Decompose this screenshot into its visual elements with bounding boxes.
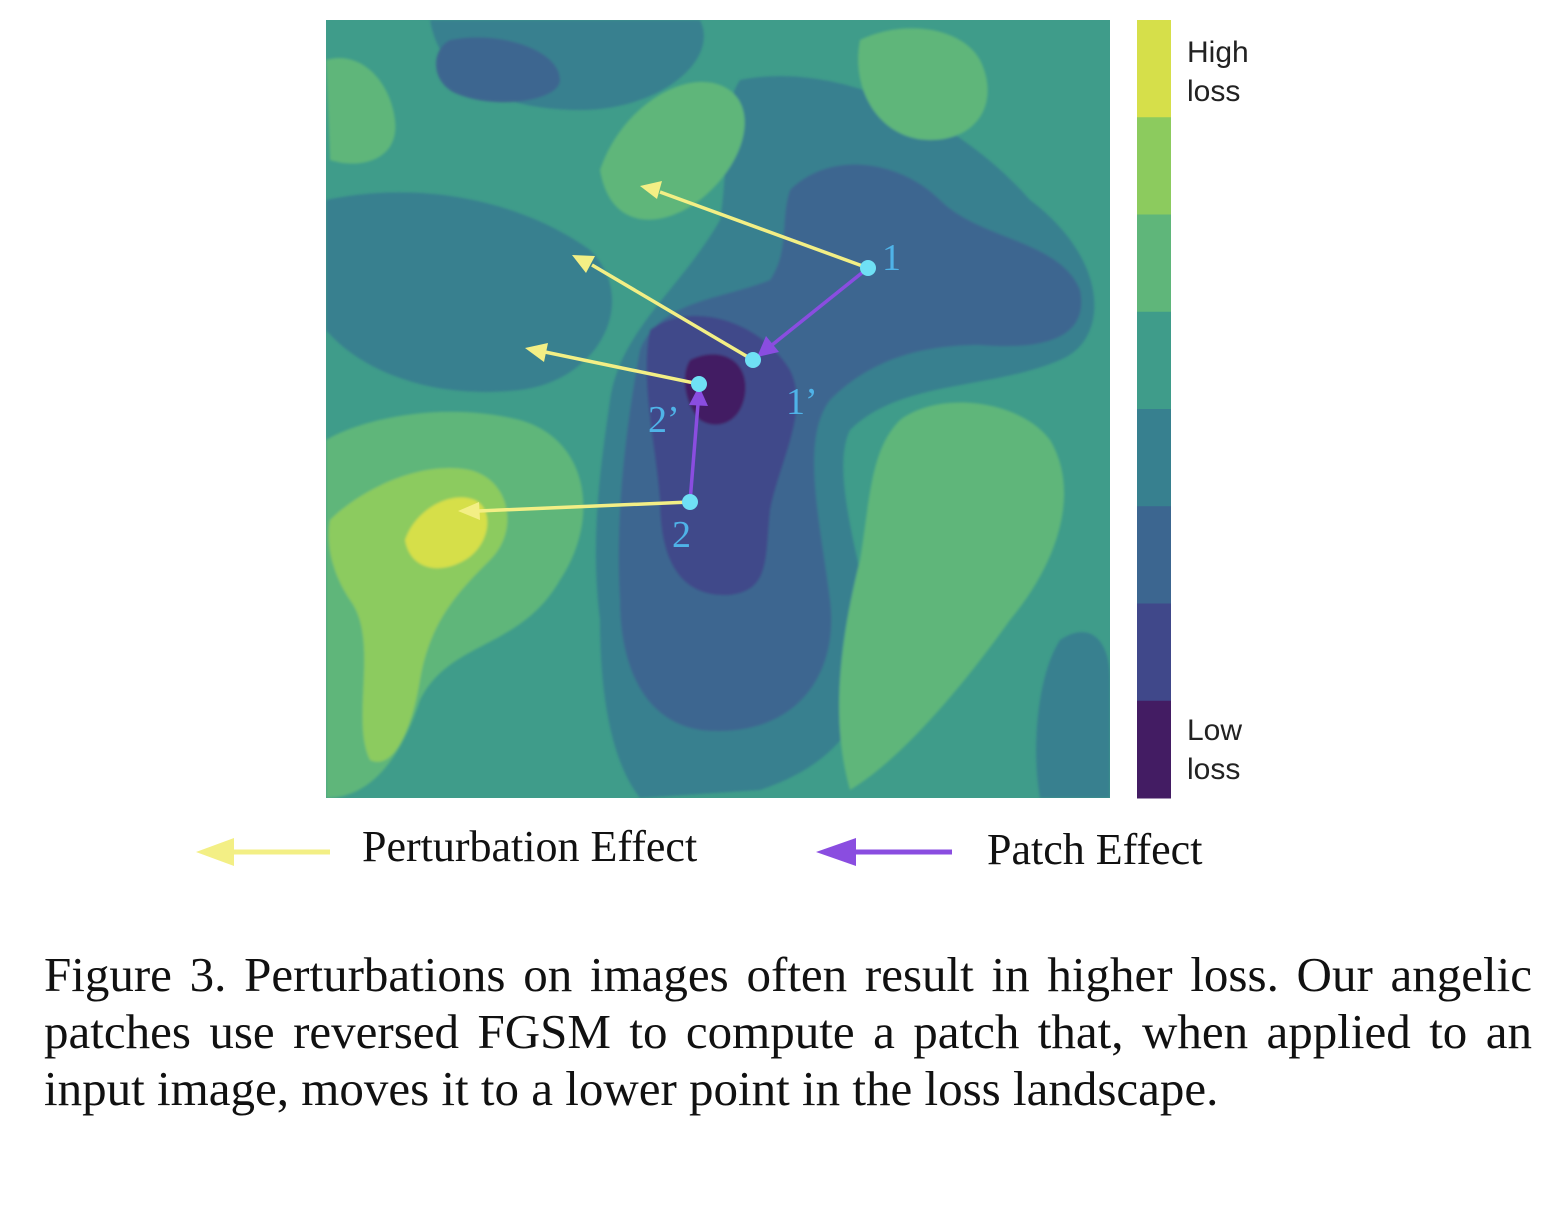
colorbar-segment-3 [1137, 214, 1171, 313]
patch-arrow-1-head [757, 336, 779, 357]
colorbar-low-label-line2: loss [1187, 753, 1240, 786]
perturbation-arrow-1-head [640, 181, 662, 199]
point-2-label: 2 [672, 514, 691, 556]
colorbar-low-label-line1: Low [1187, 714, 1242, 747]
perturbation-arrow-1p [591, 263, 754, 362]
patch-arrow-2-head [689, 386, 708, 406]
point-2-prime-label: 2’ [648, 399, 680, 441]
perturbation-arrow-1p-head [572, 255, 595, 273]
perturbation-arrows [458, 181, 869, 520]
colorbar-segment-6 [1137, 506, 1171, 604]
legend: Perturbation Effect Patch Effect [196, 822, 1202, 874]
point-1 [860, 260, 876, 276]
legend-patch-swatch-head [816, 838, 856, 866]
patch-arrow-1 [770, 266, 870, 347]
perturbation-arrow-2p-head [525, 343, 548, 362]
perturbation-arrow-2 [477, 500, 691, 513]
perturbation-arrow-2-head [458, 502, 480, 520]
point-2 [682, 494, 698, 510]
legend-patch-label: Patch Effect [987, 825, 1202, 874]
point-1-prime [745, 352, 761, 368]
patch-arrow-2 [688, 403, 700, 503]
colorbar [1137, 20, 1171, 799]
loss-points [682, 260, 876, 510]
colorbar-segment-4 [1137, 311, 1171, 410]
perturbation-arrow-2p [544, 350, 700, 386]
point-2-prime [691, 376, 707, 392]
colorbar-segment-7 [1137, 603, 1171, 702]
point-1-label: 1 [882, 237, 901, 279]
colorbar-high-label-line1: High [1187, 36, 1249, 69]
loss-contour-map [326, 20, 1110, 798]
colorbar-segment-1 [1137, 20, 1171, 118]
perturbation-arrow-1 [659, 190, 869, 270]
legend-perturbation-label: Perturbation Effect [362, 822, 697, 871]
figure-caption: Figure 3. Perturbations on images often … [44, 947, 1532, 1116]
point-1-prime-label: 1’ [786, 381, 818, 423]
colorbar-segment-5 [1137, 409, 1171, 507]
patch-arrows [688, 266, 870, 503]
legend-perturbation-swatch-head [196, 838, 234, 866]
colorbar-high-label-line2: loss [1187, 75, 1240, 108]
colorbar-segment-8 [1137, 700, 1171, 799]
colorbar-segment-2 [1137, 117, 1171, 215]
loss-landscape-figure: High loss Low loss 1 1’ 2’ 2 Perturbatio… [196, 20, 1249, 874]
